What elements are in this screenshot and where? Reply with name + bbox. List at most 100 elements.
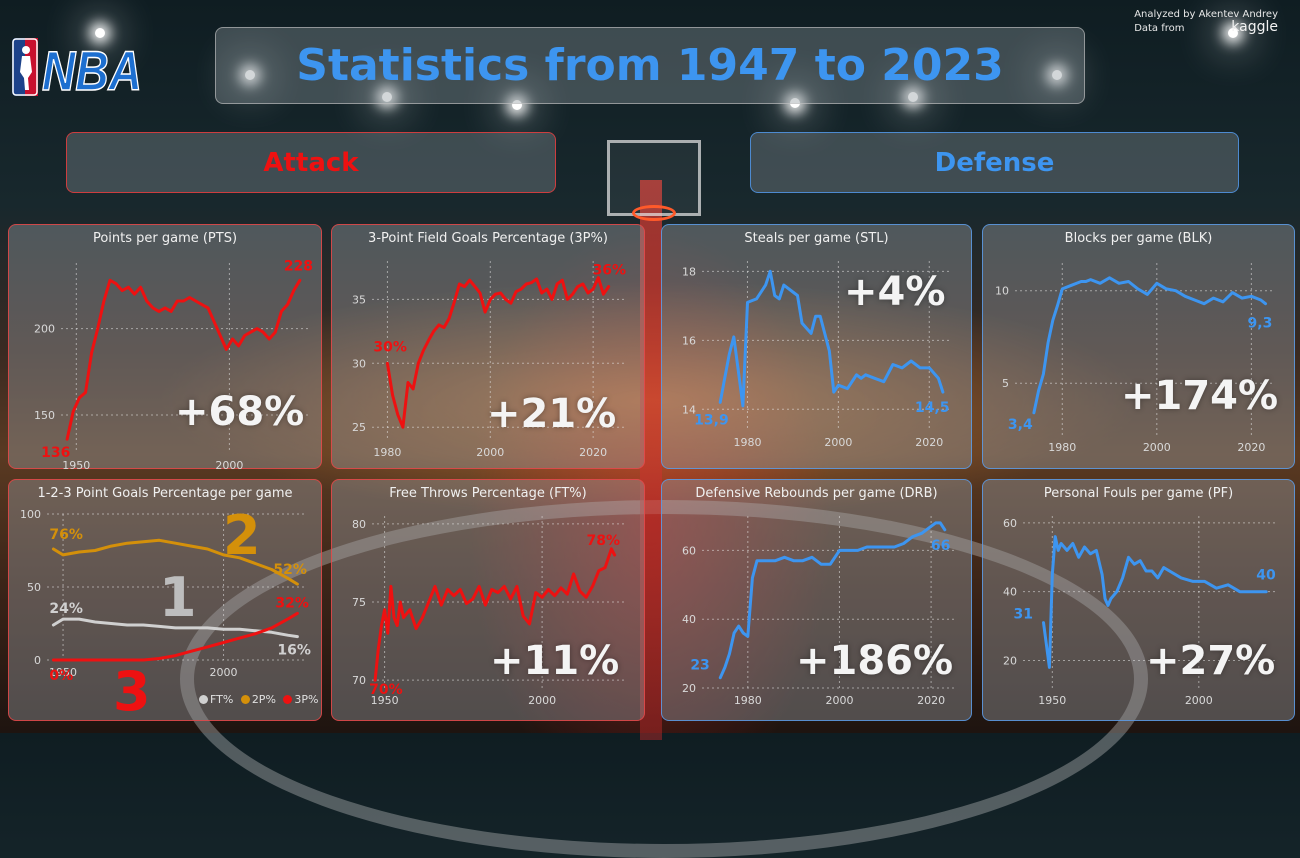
end-value-label: 52% [273, 562, 307, 578]
x-tick-label: 2020 [917, 694, 945, 707]
chart-title: Steals per game (STL) [744, 231, 889, 246]
x-tick-label: 2020 [1237, 441, 1265, 454]
series-line [385, 276, 611, 429]
spotlight-icon [1228, 28, 1238, 38]
x-tick-label: 2000 [528, 694, 556, 707]
start-value-label: 76% [49, 527, 83, 543]
start-value-label: 13,9 [694, 412, 729, 428]
change-value: +11% [490, 638, 620, 684]
x-tick-label: 2000 [1185, 694, 1213, 707]
x-tick-label: 1950 [62, 459, 90, 470]
change-value: +21% [487, 391, 617, 437]
change-value: +186% [796, 638, 954, 684]
chart-panel-stl: Steals per game (STL) 14 16 18 1980 2000 2020… [661, 224, 972, 469]
y-tick-label: 10 [995, 285, 1009, 298]
chart-panel-blk: Blocks per game (BLK) 5 10 1980 2000 2020 3,4… [982, 224, 1295, 469]
digit-3: 3 [113, 660, 151, 723]
x-tick-label: 1950 [49, 666, 77, 679]
y-tick-label: 30 [352, 357, 366, 370]
chart-svg: 25 30 35 1980 2000 2020 30% 36% [352, 261, 627, 459]
y-tick-label: 25 [352, 421, 366, 434]
credit-data-from: Data from [1134, 23, 1185, 34]
y-tick-label: 20 [1003, 654, 1017, 667]
kaggle-logo: kaggle [1231, 19, 1278, 35]
start-value-label: 0% [49, 668, 73, 684]
y-tick-label: 100 [20, 508, 41, 521]
end-value-label: 228 [284, 258, 313, 274]
digit-2: 2 [223, 504, 261, 567]
series-line [1032, 276, 1267, 415]
chart-svg: 0 50 100 1950 2000 24% 16% 76% 52% 0% 32% [20, 508, 311, 684]
chart-title: Blocks per game (BLK) [1064, 231, 1213, 246]
y-tick-label: 16 [682, 334, 696, 347]
x-tick-label: 2000 [476, 446, 504, 459]
x-tick-label: 2000 [210, 666, 238, 679]
end-value-label: 14,5 [915, 400, 950, 416]
spotlight-icon [382, 92, 392, 102]
end-value-label: 9,3 [1248, 316, 1273, 332]
legend-dot-3p [283, 695, 293, 704]
start-value-label: 70% [369, 682, 403, 698]
start-value-label: 31 [1014, 607, 1033, 623]
legend-dot-ft [199, 695, 208, 704]
x-tick-label: 2000 [1143, 441, 1171, 454]
x-tick-label: 1980 [373, 446, 401, 459]
spotlight-icon [1052, 70, 1062, 80]
section-attack: Attack [66, 132, 556, 193]
court-center-line [640, 180, 662, 740]
series-line [65, 278, 302, 441]
chart-panel-ft: Free Throws Percentage (FT%) 70 75 80 1950 2… [331, 479, 645, 721]
x-tick-label: 1950 [371, 694, 399, 707]
change-value: +68% [175, 389, 305, 435]
chart-svg: 20 40 60 1980 2000 2020 23 66 [682, 516, 954, 707]
x-tick-label: 2020 [579, 446, 607, 459]
y-tick-label: 14 [682, 403, 696, 416]
series-line [718, 521, 947, 680]
end-value-label: 36% [593, 263, 627, 279]
chart-panel-fg3: 3-Point Field Goals Percentage (3P%) 25 3… [331, 224, 645, 469]
credit-block: Analyzed by Akentev Andrey Data from kag… [1134, 8, 1278, 36]
y-tick-label: 80 [352, 518, 366, 531]
end-value-label: 32% [275, 595, 309, 611]
start-value-label: 24% [49, 601, 83, 617]
change-value: +27% [1146, 638, 1276, 684]
chart-title: Personal Fouls per game (PF) [1043, 486, 1234, 501]
y-tick-label: 18 [682, 265, 696, 278]
chart-title: Free Throws Percentage (FT%) [389, 486, 587, 501]
change-value: +4% [844, 269, 946, 315]
chart-svg: 14 16 18 1980 2000 2020 13,9 14,5 [682, 261, 952, 449]
x-tick-label: 1980 [733, 436, 761, 449]
start-value-label: 3,4 [1008, 417, 1033, 433]
chart-panel-pts: Points per game (PTS) 150 200 1950 2000 136 2… [8, 224, 322, 470]
end-value-label: 16% [277, 643, 311, 659]
series-line [51, 538, 299, 586]
spotlight-icon [512, 100, 522, 110]
chart-title: 3-Point Field Goals Percentage (3P%) [368, 231, 608, 246]
y-tick-label: 40 [1003, 586, 1017, 599]
x-tick-label: 1980 [1048, 441, 1076, 454]
credit-author: Analyzed by Akentev Andrey [1134, 9, 1278, 20]
legend-label: 2P% [251, 693, 276, 706]
chart-panel-pf: Personal Fouls per game (PF) 20 40 60 1950 2… [982, 479, 1295, 721]
legend-dot-2p [240, 695, 250, 704]
series-line [718, 269, 945, 408]
y-tick-label: 20 [682, 682, 696, 695]
y-tick-label: 35 [352, 293, 366, 306]
nba-logo-text: NBA [42, 39, 142, 96]
chart-title: 1-2-3 Point Goals Percentage per game [37, 486, 293, 501]
start-value-label: 30% [373, 339, 407, 355]
end-value-label: 40 [1256, 568, 1276, 584]
chart-title: Defensive Rebounds per game (DRB) [695, 486, 938, 501]
y-tick-label: 70 [352, 674, 366, 687]
digit-1: 1 [159, 566, 197, 629]
x-tick-label: 2000 [825, 694, 853, 707]
x-tick-label: 2000 [824, 436, 852, 449]
chart-title: Points per game (PTS) [92, 231, 238, 246]
y-tick-label: 5 [1002, 377, 1009, 390]
chart-svg: 70 75 80 1950 2000 70% 78% [352, 516, 624, 707]
series-line [51, 611, 299, 662]
hoop-rim-icon [632, 205, 676, 221]
spotlight-icon [95, 28, 105, 38]
spotlight-icon [908, 92, 918, 102]
page-title: Statistics from 1947 to 2023 [215, 27, 1085, 104]
